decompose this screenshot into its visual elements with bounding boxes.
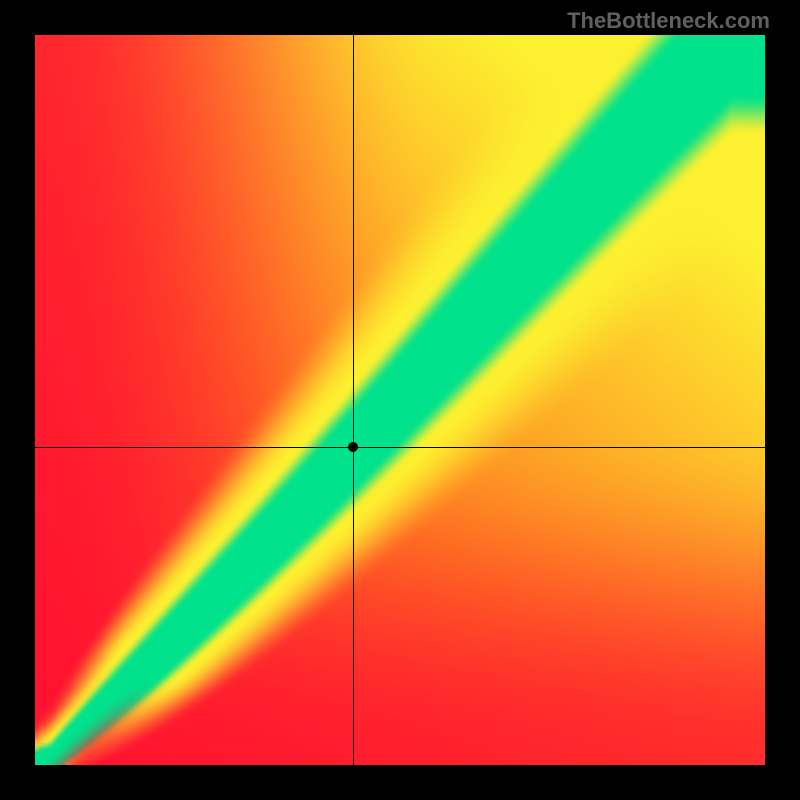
crosshair-horizontal xyxy=(35,447,765,448)
crosshair-vertical xyxy=(353,35,354,765)
watermark-text: TheBottleneck.com xyxy=(567,8,770,34)
heatmap-canvas xyxy=(35,35,765,765)
heatmap-plot xyxy=(35,35,765,765)
marker-dot xyxy=(348,442,358,452)
